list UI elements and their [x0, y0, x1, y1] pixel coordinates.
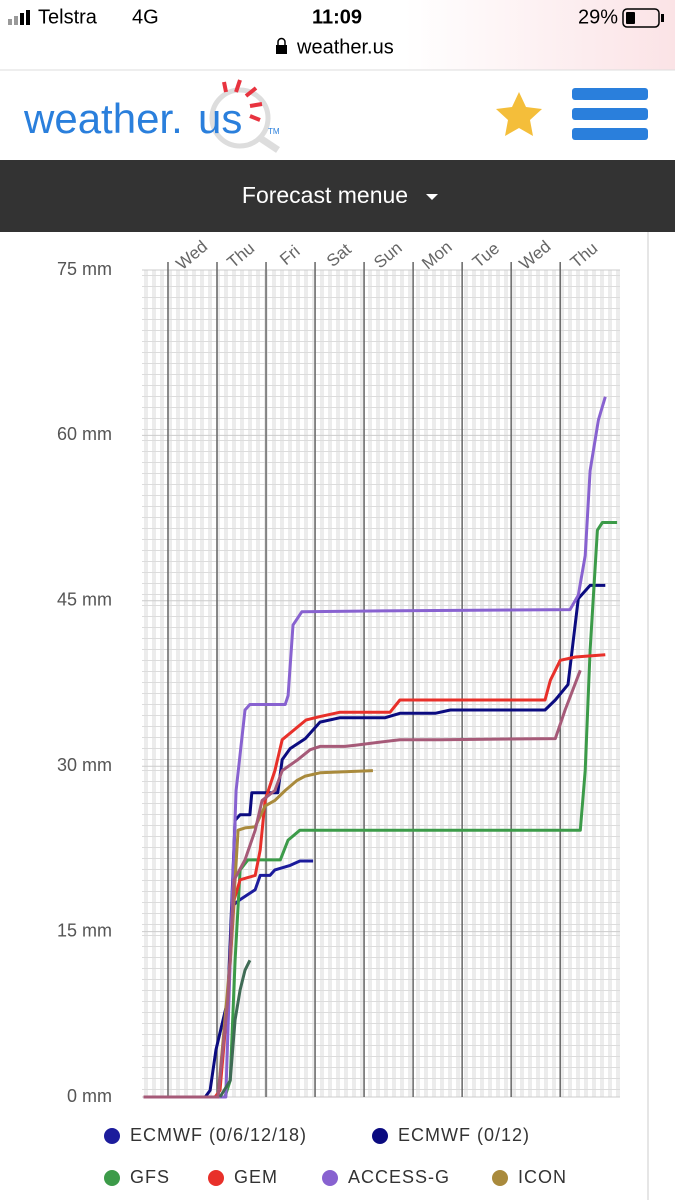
x-tick-label: Wed	[516, 237, 555, 274]
y-tick-label: 30 mm	[57, 755, 112, 775]
favorite-star[interactable]	[496, 92, 542, 136]
series-line	[143, 521, 618, 1099]
legend-marker[interactable]	[208, 1170, 224, 1186]
menu-button[interactable]	[572, 88, 648, 140]
legend-label[interactable]: GFS	[130, 1167, 170, 1187]
y-tick-label: 0 mm	[67, 1086, 112, 1106]
status-bar	[0, 0, 675, 70]
y-tick-label: 15 mm	[57, 920, 112, 940]
legend-marker[interactable]	[104, 1128, 120, 1144]
logo-accent: us	[198, 95, 242, 142]
dropdown-arrow	[426, 194, 438, 200]
logo-lens	[209, 87, 271, 149]
series-line	[143, 396, 607, 1099]
legend-label[interactable]: ICON	[518, 1167, 567, 1187]
legend-marker[interactable]	[104, 1170, 120, 1186]
x-tick-label: Sat	[323, 240, 355, 271]
chart: 0 mm 15 mm 30 mm 45 mm 60 mm 75 mm Wed Thu Fri Sa…	[57, 237, 620, 1187]
clock: 11:09	[312, 6, 362, 28]
logo-handle	[258, 135, 280, 153]
y-tick-label: 45 mm	[57, 590, 112, 610]
legend-marker[interactable]	[322, 1170, 338, 1186]
series-line	[218, 959, 252, 1098]
legend-label[interactable]: GEM	[234, 1167, 278, 1187]
forecast-menu-bar[interactable]	[0, 160, 675, 232]
logo[interactable]: weather.	[23, 95, 183, 142]
legend-label[interactable]: ECMWF (0/6/12/18)	[130, 1125, 307, 1145]
legend-label[interactable]: ACCESS-G	[348, 1167, 450, 1187]
battery-level: 29%	[578, 6, 618, 28]
x-tick-label: Wed	[172, 237, 211, 274]
network: 4G	[132, 6, 159, 28]
x-tick-label: Fri	[276, 242, 303, 269]
logo-trademark: TM	[268, 127, 280, 136]
logo-rays	[222, 79, 263, 122]
legend-marker[interactable]	[492, 1170, 508, 1186]
carrier: Telstra	[38, 6, 98, 28]
x-tick-label: Mon	[418, 237, 456, 273]
legend-label[interactable]: ECMWF (0/12)	[398, 1125, 530, 1145]
y-tick-label: 60 mm	[57, 424, 112, 444]
x-tick-label: Thu	[567, 239, 602, 272]
signal	[8, 10, 30, 25]
url[interactable]: weather.us	[296, 36, 394, 58]
x-tick-label: Thu	[224, 239, 259, 272]
x-tick-label: Tue	[469, 239, 503, 272]
y-tick-label: 75 mm	[57, 259, 112, 279]
forecast-menu-label[interactable]: Forecast menue	[242, 182, 408, 208]
legend-marker[interactable]	[372, 1128, 388, 1144]
series-line	[143, 669, 582, 1099]
lock-icon	[276, 37, 287, 54]
x-tick-label: Sun	[370, 238, 405, 272]
plot-minor-grid	[142, 270, 620, 1097]
battery-icon	[622, 8, 664, 28]
